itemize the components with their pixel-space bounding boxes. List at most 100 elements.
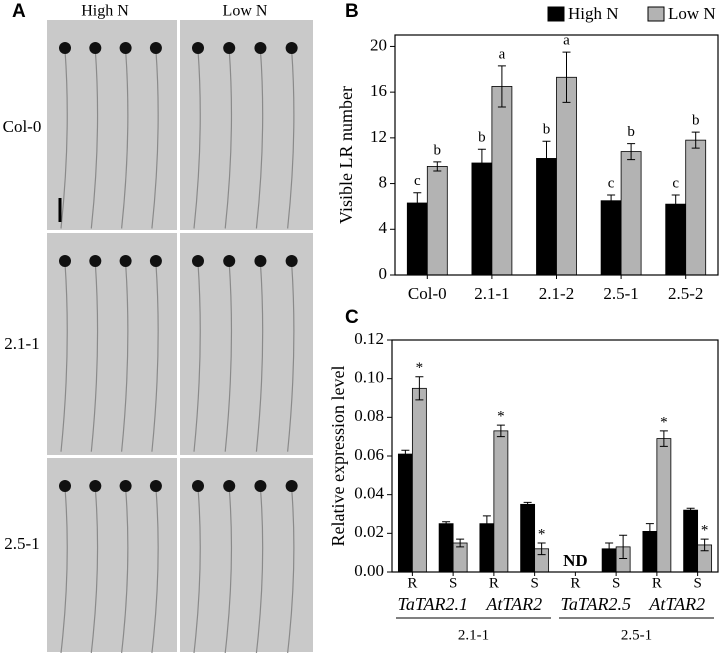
bar (556, 76, 577, 276)
seedling (254, 255, 267, 267)
x-tick-label: R (652, 575, 662, 591)
photo-grid (47, 20, 313, 653)
gene-label: AtTAR2 (648, 594, 705, 614)
significance-star: * (701, 523, 709, 539)
error-bar (477, 148, 486, 178)
root (193, 262, 201, 452)
error-bar (542, 140, 551, 177)
root (224, 487, 233, 653)
legend-swatch (647, 6, 665, 22)
root (121, 487, 129, 653)
significance-letter: a (499, 46, 506, 62)
significance-letter: b (692, 113, 700, 129)
column-label: Low N (223, 3, 268, 20)
root (287, 49, 295, 229)
x-tick-label: R (489, 575, 499, 591)
value-label: ND (563, 551, 588, 570)
line-label: 2.1-1 (458, 627, 489, 643)
y-tick-label: 0.10 (354, 368, 384, 387)
column-label: High N (81, 3, 129, 20)
root (224, 49, 233, 229)
x-tick-label: S (530, 575, 538, 591)
gene-label: AtTAR2 (485, 594, 542, 614)
significance-letter: c (672, 175, 679, 191)
x-tick-label: 2.1-1 (474, 284, 509, 303)
seedling (59, 42, 71, 54)
bar (411, 387, 427, 573)
significance-letter: b (478, 130, 486, 146)
bar (685, 139, 707, 276)
seedling (149, 480, 162, 492)
bar (438, 523, 454, 573)
row-label: Col-0 (3, 117, 42, 136)
error-bar (700, 538, 709, 552)
error-bar (619, 534, 628, 559)
significance-star: * (538, 526, 546, 542)
seedling (192, 480, 204, 492)
seedling (89, 480, 102, 492)
bar (620, 151, 642, 276)
root (90, 49, 99, 229)
seedling (59, 255, 71, 267)
significance-letter: b (543, 122, 551, 138)
error-bar (562, 51, 571, 103)
root (151, 49, 159, 229)
error-bar (686, 507, 695, 513)
error-bar (442, 521, 451, 527)
seedling (119, 255, 132, 267)
root (60, 262, 68, 452)
seedling (254, 480, 267, 492)
error-bar (482, 515, 491, 532)
y-tick-label: 4 (379, 218, 388, 237)
root (60, 49, 68, 229)
seedling (192, 255, 204, 267)
bar (426, 166, 448, 276)
y-tick-label: 0.08 (354, 406, 384, 425)
error-bar (401, 449, 410, 459)
root (287, 262, 295, 452)
seedling (285, 255, 298, 267)
gene-label: TaTAR2.1 (397, 594, 468, 614)
y-tick-label: 16 (370, 81, 387, 100)
significance-letter: a (563, 33, 570, 49)
x-tick-label: 2.5-1 (603, 284, 638, 303)
legend-label: High N (568, 4, 619, 23)
error-bar (659, 430, 668, 447)
root (90, 262, 99, 452)
y-tick-label: 12 (370, 127, 387, 146)
seedling (285, 480, 298, 492)
y-tick-label: 0 (379, 264, 388, 283)
root (151, 487, 159, 653)
panel-label: C (345, 307, 359, 328)
significance-star: * (416, 360, 424, 376)
significance-letter: b (434, 142, 442, 158)
error-bar (415, 376, 424, 401)
bar (683, 509, 699, 573)
significance-letter: c (608, 175, 615, 191)
panel-label: A (12, 1, 26, 22)
y-tick-label: 20 (370, 35, 387, 54)
bar (665, 203, 687, 276)
bar (397, 453, 413, 573)
y-tick-label: 0.06 (354, 445, 384, 464)
significance-star: * (660, 414, 668, 430)
y-axis-label: Relative expression level (328, 366, 348, 547)
error-bar (496, 424, 505, 438)
root (151, 262, 159, 452)
x-tick-label: S (449, 575, 457, 591)
y-tick-label: 0.12 (354, 329, 384, 348)
root (224, 262, 233, 452)
seedling (192, 42, 204, 54)
root (121, 262, 129, 452)
x-tick-label: 2.1-2 (539, 284, 574, 303)
seedling (119, 480, 132, 492)
error-bar (523, 501, 532, 507)
root (255, 262, 264, 452)
seedling (149, 255, 162, 267)
x-tick-label: R (570, 575, 580, 591)
seedling (149, 42, 162, 54)
root (255, 49, 264, 229)
y-tick-label: 0.02 (354, 522, 384, 541)
row-label: 2.1-1 (4, 334, 39, 353)
seedling (223, 480, 236, 492)
